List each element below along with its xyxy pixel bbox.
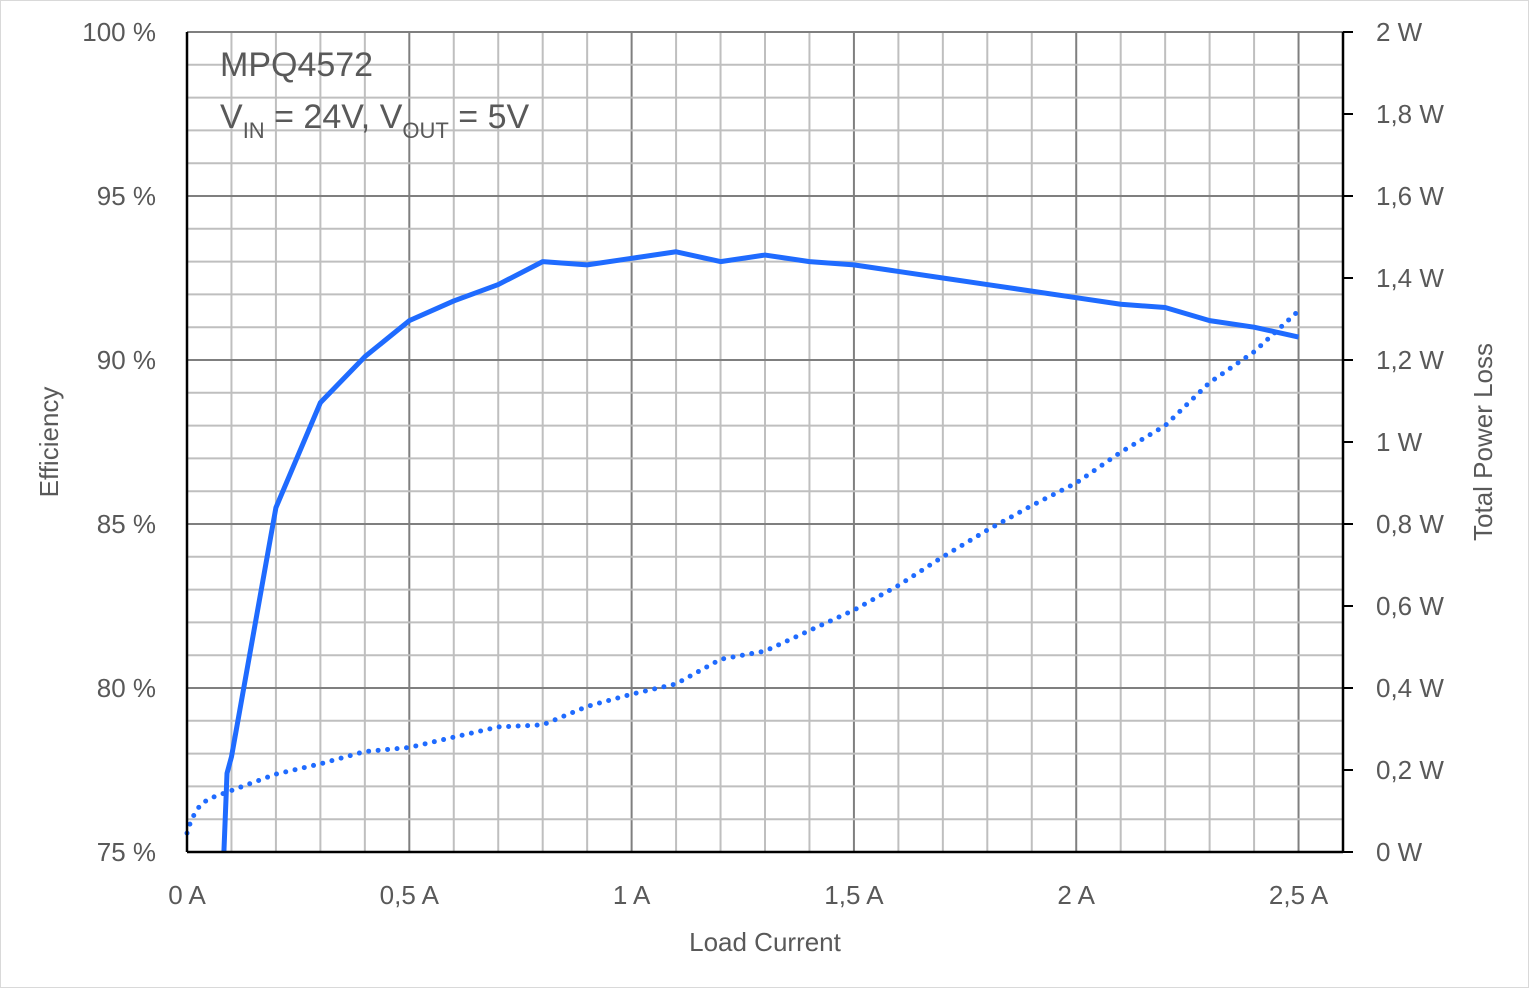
grid [187,31,1343,852]
series-layer [184,249,1302,853]
x-tick-label: 1 A [613,880,651,910]
y2-tick-label: 2 W [1376,17,1423,47]
y-tick-label: 80 % [97,673,156,703]
efficiency-line [221,249,1300,853]
annotation-line2: VIN = 24V, VOUT = 5V [220,98,530,143]
y2-tick-label: 1,2 W [1376,345,1444,375]
x-tick-label: 0 A [168,880,206,910]
y2-tick-label: 0,4 W [1376,673,1444,703]
y-tick-label: 75 % [97,837,156,867]
y-tick-label: 100 % [82,17,156,47]
y-axis-title: Efficiency [34,387,64,498]
y2-tick-label: 0,6 W [1376,591,1444,621]
x-axis-title: Load Current [689,927,842,957]
annotation-line1: MPQ4572 [220,46,373,84]
x-tick-label: 2,5 A [1269,880,1329,910]
y2-tick-label: 1,8 W [1376,99,1444,129]
axes [185,31,1353,854]
power-loss-line [184,308,1302,836]
y2-tick-label: 1,6 W [1376,181,1444,211]
y-tick-label: 85 % [97,509,156,539]
y2-tick-label: 1,4 W [1376,263,1444,293]
y2-axis-title: Total Power Loss [1468,343,1498,541]
y-tick-label: 90 % [97,345,156,375]
x-tick-label: 1,5 A [824,880,884,910]
y2-tick-label: 0,8 W [1376,509,1444,539]
tick-labels: 0 A 0,5 A 1 A 1,5 A 2 A 2,5 A 100 % 95 % 90 % 85 … [82,17,1444,910]
x-tick-label: 2 A [1057,880,1095,910]
y2-tick-label: 0,2 W [1376,755,1444,785]
y2-tick-label: 1 W [1376,427,1423,457]
y2-tick-label: 0 W [1376,837,1423,867]
x-tick-label: 0,5 A [380,880,440,910]
y-tick-label: 95 % [97,181,156,211]
